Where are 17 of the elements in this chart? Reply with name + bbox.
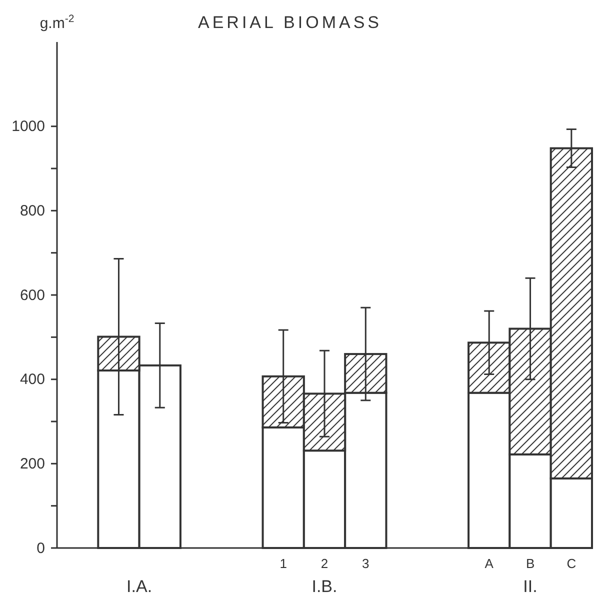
text: I.B. [312,577,338,596]
y-axis-title: g.m$^{-2}$ [40,13,74,32]
x-tick-label: B [526,556,535,571]
x-tick-label: C [566,556,576,571]
x-tick-label: 1 [280,556,287,571]
x-tick-label: A [484,556,494,571]
y-tick-label: 600 [20,286,45,304]
x-tick-label: 2 [320,556,328,571]
y-tick-label: 0 [36,540,45,557]
y-tick-label: 1000 [12,118,45,136]
y-tick-label: 800 [20,202,45,220]
text: I.A. [126,577,152,596]
text: II. [523,577,538,596]
y-tick-label: 200 [20,455,45,472]
y-tick-label: 400 [20,371,45,388]
x-tick-label: 3 [362,556,370,571]
chart-title: AERIAL BIOMASS [198,13,382,32]
